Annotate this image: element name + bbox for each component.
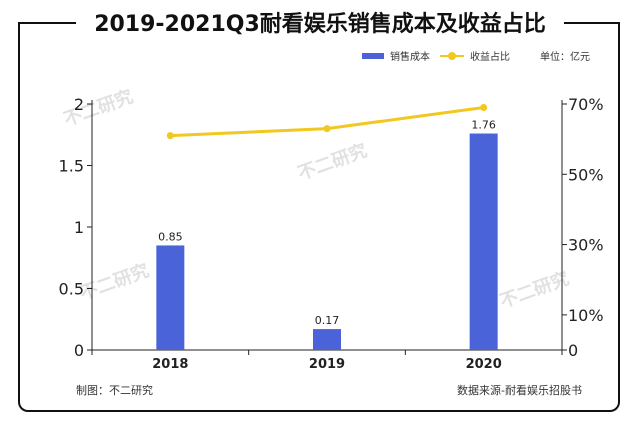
x-axis-tick-label: 2020: [466, 357, 502, 372]
left-axis-tick-label: 1.5: [59, 157, 84, 176]
line-point: [480, 104, 488, 112]
bar-value-label: 1.76: [471, 119, 496, 132]
legend-bar-label: 销售成本: [390, 52, 430, 63]
left-axis-tick-label: 0: [74, 341, 84, 360]
legend-line-label: 收益占比: [470, 52, 510, 63]
footer-source: 数据来源-耐看娱乐招股书: [457, 384, 582, 397]
bar: [156, 245, 185, 350]
bar: [469, 133, 498, 350]
title-rule-left: [18, 22, 76, 24]
bar-value-label: 0.17: [315, 314, 340, 327]
left-axis-tick-label: 0.5: [59, 280, 84, 299]
legend-line: 收益占比: [440, 48, 510, 63]
legend-bar: 销售成本: [362, 48, 430, 63]
left-axis-tick-label: 2: [74, 95, 84, 114]
legend-bar-swatch: [362, 52, 384, 59]
line-point: [323, 125, 331, 133]
left-axis-tick-label: 1: [74, 218, 84, 237]
title-rule-right: [564, 22, 620, 24]
right-axis-tick-label: 10%: [568, 306, 604, 325]
right-axis-tick-label: 30%: [568, 236, 604, 255]
chart-frame: [18, 22, 620, 412]
x-axis-tick-label: 2019: [309, 357, 345, 372]
x-axis-tick-label: 2018: [152, 357, 188, 372]
bar-value-label: 0.85: [158, 230, 183, 243]
line-point: [166, 132, 174, 140]
legend-line-swatch: [440, 51, 464, 61]
unit-label: 单位：亿元: [540, 52, 590, 63]
footer-credit: 制图：不二研究: [76, 384, 153, 397]
right-axis-tick-label: 50%: [568, 165, 604, 184]
right-axis-tick-label: 70%: [568, 95, 604, 114]
chart-title: 2019-2021Q3耐看娱乐销售成本及收益占比: [94, 12, 546, 37]
bar: [313, 329, 341, 350]
right-axis-tick-label: 0: [568, 341, 578, 360]
